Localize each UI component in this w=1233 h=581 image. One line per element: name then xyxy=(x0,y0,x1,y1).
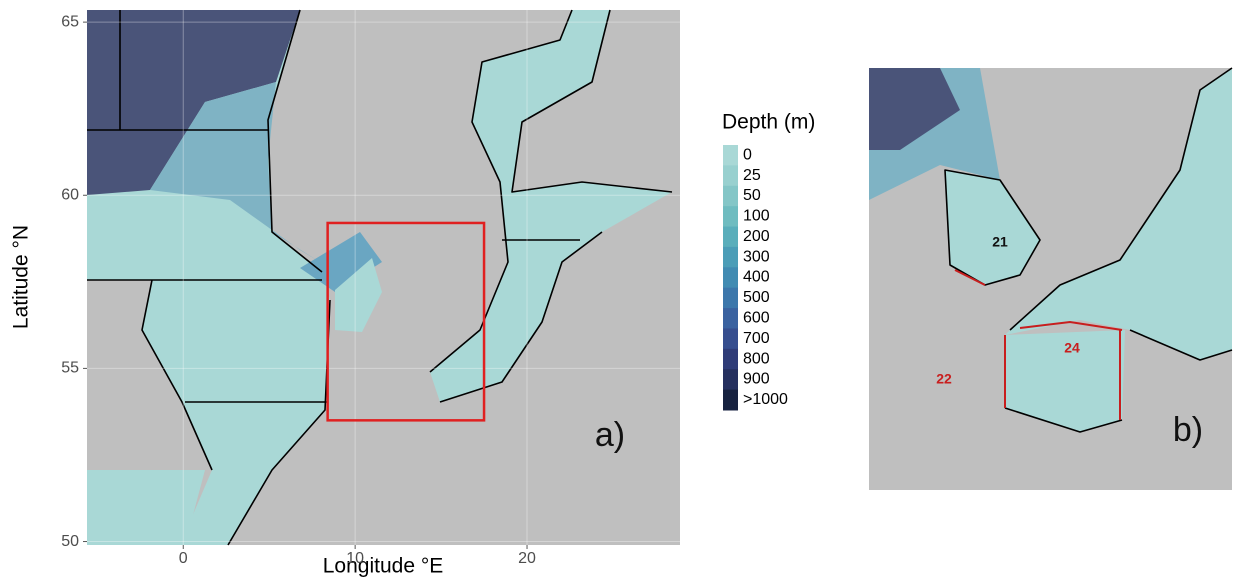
legend-swatch xyxy=(723,246,738,268)
trench xyxy=(150,82,320,262)
legend-swatch xyxy=(723,328,738,350)
area-boundary xyxy=(954,269,1123,420)
legend-label: 400 xyxy=(743,269,770,286)
legend-swatch xyxy=(723,348,738,370)
x-tick-label: 0 xyxy=(179,550,188,567)
x-tick-label: 20 xyxy=(518,550,536,567)
x-tick-label: 10 xyxy=(346,550,364,567)
legend-swatch xyxy=(723,206,738,228)
legend-label: 0 xyxy=(743,146,752,163)
y-tick-label: 60 xyxy=(61,186,79,203)
map-a xyxy=(87,9,680,546)
area-label: 24 xyxy=(1064,340,1080,356)
legend-label: 100 xyxy=(743,208,770,225)
legend-label: 200 xyxy=(743,228,770,245)
legend-label: 25 xyxy=(743,167,761,184)
map-b xyxy=(869,67,1233,490)
legend-label: 600 xyxy=(743,309,770,326)
area-label: 21 xyxy=(992,234,1008,250)
kattegat xyxy=(945,170,1040,285)
inset-box xyxy=(326,221,486,422)
legend-swatch xyxy=(723,267,738,289)
skagerrak xyxy=(300,232,382,292)
legend-label: 900 xyxy=(743,371,770,388)
panel-label: b) xyxy=(1173,411,1203,449)
coastline xyxy=(944,67,1233,433)
legend-title: Depth (m) xyxy=(722,111,815,134)
legend-label: >1000 xyxy=(743,391,788,408)
legend-swatch xyxy=(723,308,738,329)
deep-water-core xyxy=(869,68,960,150)
y-tick-label: 50 xyxy=(61,533,79,550)
deep-water xyxy=(87,10,300,195)
legend-label: 800 xyxy=(743,350,770,367)
legend-label: 300 xyxy=(743,248,770,265)
panel-label: a) xyxy=(595,416,625,454)
legend-swatch xyxy=(723,287,738,309)
y-tick-label: 55 xyxy=(61,360,79,377)
baltic-sea xyxy=(430,10,672,402)
legend-label: 700 xyxy=(743,330,770,347)
y-axis-label: Latitude °N xyxy=(10,225,33,329)
legend-label: 50 xyxy=(743,187,761,204)
arkona xyxy=(1005,330,1125,432)
legend-swatch xyxy=(723,369,738,391)
legend-swatch xyxy=(723,185,738,207)
legend-swatch xyxy=(723,226,738,248)
legend-label: 500 xyxy=(743,289,770,306)
x-axis-label: Longitude °E xyxy=(323,555,444,578)
y-tick-label: 65 xyxy=(61,13,79,30)
boundary xyxy=(87,10,580,403)
coastline xyxy=(141,9,673,546)
legend-swatch xyxy=(723,145,738,166)
baltic xyxy=(1005,68,1232,360)
channel xyxy=(87,470,205,545)
legend-swatch xyxy=(723,165,738,187)
area-label: 22 xyxy=(936,371,952,387)
legend-swatch xyxy=(723,389,738,411)
kattegat xyxy=(335,258,382,332)
